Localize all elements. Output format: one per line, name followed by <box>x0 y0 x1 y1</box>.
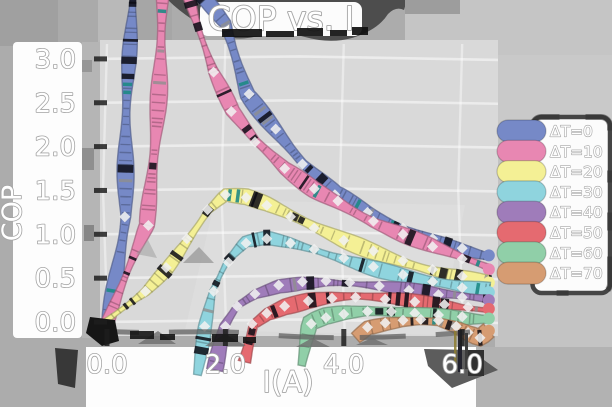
gridline-h <box>99 55 499 62</box>
x-tick-label: 6.0 <box>442 350 483 380</box>
legend-label: ΔT=10 <box>550 143 603 161</box>
y-axis-band <box>13 42 82 338</box>
y-tick-label: 2.0 <box>35 133 76 163</box>
series-ΔT=20 <box>103 187 495 325</box>
legend-swatch-icon <box>496 241 547 265</box>
y-tick-label: 0.0 <box>35 308 76 338</box>
legend-swatch-icon <box>496 119 547 143</box>
legend-swatch-icon <box>496 160 547 184</box>
x-tick-label: 4.0 <box>323 350 364 380</box>
legend-label: ΔT=40 <box>550 204 603 222</box>
y-tick-label: 3.0 <box>35 45 76 75</box>
y-tick-label: 2.5 <box>35 89 76 119</box>
legend: ΔT=0 ΔT=10 ΔT=20 ΔT=30 ΔT=40 ΔT=50 ΔT=60 ΔT=70 <box>496 114 612 296</box>
legend-item: ΔT=0 <box>496 119 594 143</box>
legend-item: ΔT=60 <box>496 241 603 265</box>
x-tick-label: 0.0 <box>86 350 127 380</box>
y-axis-label: COP <box>0 185 28 241</box>
legend-item: ΔT=20 <box>496 160 603 184</box>
legend-item: ΔT=70 <box>496 261 603 285</box>
legend-swatch-icon <box>496 139 547 163</box>
title-band <box>200 2 362 36</box>
series-ΔT=10 <box>100 0 495 326</box>
title-underline-smudges <box>222 27 368 37</box>
x-axis-band <box>86 347 476 407</box>
legend-item: ΔT=40 <box>496 200 603 224</box>
legend-label: ΔT=20 <box>550 163 603 181</box>
y-tick-label: 0.5 <box>35 264 76 294</box>
legend-label: ΔT=0 <box>550 123 593 141</box>
legend-label: ΔT=60 <box>550 244 603 262</box>
y-tick-label: 1.0 <box>35 220 76 250</box>
legend-swatch-icon <box>496 220 547 245</box>
legend-label: ΔT=50 <box>550 224 603 242</box>
legend-swatch-icon <box>496 180 547 204</box>
legend-swatch-icon <box>496 200 547 224</box>
series-ΔT=30 <box>192 229 495 377</box>
legend-item: ΔT=30 <box>496 180 603 204</box>
axis-tick-labels: 0.0 0.5 1.0 1.5 2.0 2.5 3.0 0.0 2.0 4.0 6.0 <box>34 44 484 381</box>
legend-label: ΔT=30 <box>550 183 603 201</box>
legend-item: ΔT=50 <box>496 220 603 245</box>
legend-swatch-icon <box>496 261 547 285</box>
legend-item: ΔT=10 <box>496 139 603 163</box>
legend-label: ΔT=70 <box>550 265 603 283</box>
x-tick-label: 2.0 <box>205 350 246 380</box>
curves <box>100 0 495 377</box>
gridline-h <box>99 142 499 149</box>
x-axis-label: I(A) <box>262 365 313 399</box>
y-tick-label: 1.5 <box>35 176 76 206</box>
